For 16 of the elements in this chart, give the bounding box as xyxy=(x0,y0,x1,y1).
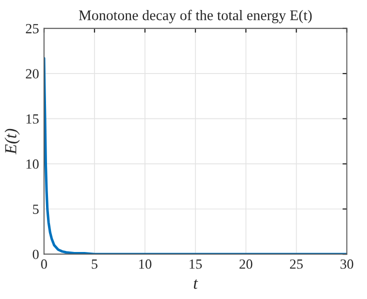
y-tick-label: 10 xyxy=(26,159,39,169)
x-tick-label: 5 xyxy=(92,260,98,269)
y-tick-label: 0 xyxy=(32,250,39,260)
x-tick-label: 10 xyxy=(139,259,152,269)
y-tick-label: 15 xyxy=(26,114,39,124)
x-tick-label: 30 xyxy=(340,259,354,269)
chart-title: Monotone decay of the total energy E(t) xyxy=(78,10,312,24)
x-tick-label: 25 xyxy=(290,259,303,269)
x-tick-label: 20 xyxy=(240,259,252,269)
x-tick-label: 0 xyxy=(41,259,47,269)
y-axis-title: E(t) xyxy=(4,128,20,154)
x-axis-title: t xyxy=(194,279,198,289)
y-tick-label: 20 xyxy=(26,69,39,79)
y-tick-label: 5 xyxy=(33,204,39,214)
x-tick-label: 15 xyxy=(190,259,202,269)
y-tick-label: 25 xyxy=(26,24,39,34)
